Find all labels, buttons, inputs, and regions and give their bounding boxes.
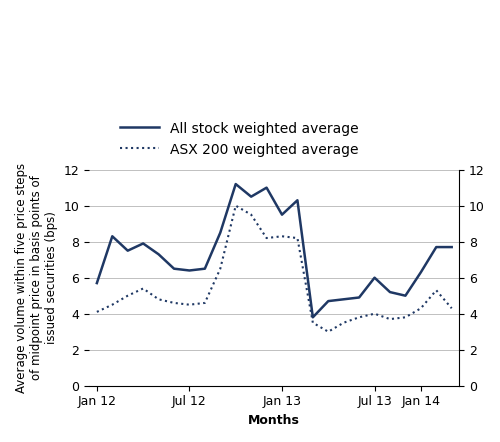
ASX 200 weighted average xyxy=(340,320,346,325)
All stock weighted average xyxy=(124,248,130,253)
ASX 200 weighted average xyxy=(434,288,440,293)
ASX 200 weighted average xyxy=(387,316,393,322)
ASX 200 weighted average xyxy=(94,309,100,315)
All stock weighted average xyxy=(310,315,316,320)
Line: ASX 200 weighted average: ASX 200 weighted average xyxy=(97,206,452,332)
All stock weighted average xyxy=(156,251,162,257)
ASX 200 weighted average xyxy=(326,329,332,334)
All stock weighted average xyxy=(94,280,100,286)
All stock weighted average xyxy=(186,268,192,273)
All stock weighted average xyxy=(218,230,224,235)
All stock weighted average xyxy=(418,270,424,275)
All stock weighted average xyxy=(140,241,146,246)
ASX 200 weighted average xyxy=(124,293,130,298)
All stock weighted average xyxy=(434,244,440,250)
X-axis label: Months: Months xyxy=(248,414,300,427)
ASX 200 weighted average xyxy=(279,234,285,239)
All stock weighted average xyxy=(171,266,177,271)
ASX 200 weighted average xyxy=(171,300,177,305)
All stock weighted average xyxy=(248,194,254,199)
Y-axis label: Average volume within five price steps
of midpoint price in basis points of
issu: Average volume within five price steps o… xyxy=(15,163,58,393)
All stock weighted average xyxy=(387,290,393,295)
ASX 200 weighted average xyxy=(372,311,378,316)
ASX 200 weighted average xyxy=(356,315,362,320)
All stock weighted average xyxy=(279,212,285,217)
All stock weighted average xyxy=(232,181,238,187)
All stock weighted average xyxy=(448,244,454,250)
ASX 200 weighted average xyxy=(232,203,238,208)
All stock weighted average xyxy=(294,198,300,203)
ASX 200 weighted average xyxy=(402,315,408,320)
ASX 200 weighted average xyxy=(294,236,300,241)
All stock weighted average xyxy=(326,298,332,304)
ASX 200 weighted average xyxy=(156,297,162,302)
ASX 200 weighted average xyxy=(264,236,270,241)
ASX 200 weighted average xyxy=(448,306,454,311)
ASX 200 weighted average xyxy=(110,302,116,307)
ASX 200 weighted average xyxy=(202,300,208,305)
ASX 200 weighted average xyxy=(248,212,254,217)
ASX 200 weighted average xyxy=(140,286,146,291)
Legend: All stock weighted average, ASX 200 weighted average: All stock weighted average, ASX 200 weig… xyxy=(114,116,364,162)
All stock weighted average xyxy=(264,185,270,191)
ASX 200 weighted average xyxy=(218,266,224,271)
All stock weighted average xyxy=(356,295,362,300)
All stock weighted average xyxy=(340,297,346,302)
ASX 200 weighted average xyxy=(418,306,424,311)
All stock weighted average xyxy=(402,293,408,298)
ASX 200 weighted average xyxy=(310,320,316,325)
ASX 200 weighted average xyxy=(186,302,192,307)
Line: All stock weighted average: All stock weighted average xyxy=(97,184,452,317)
All stock weighted average xyxy=(110,234,116,239)
All stock weighted average xyxy=(202,266,208,271)
All stock weighted average xyxy=(372,275,378,280)
